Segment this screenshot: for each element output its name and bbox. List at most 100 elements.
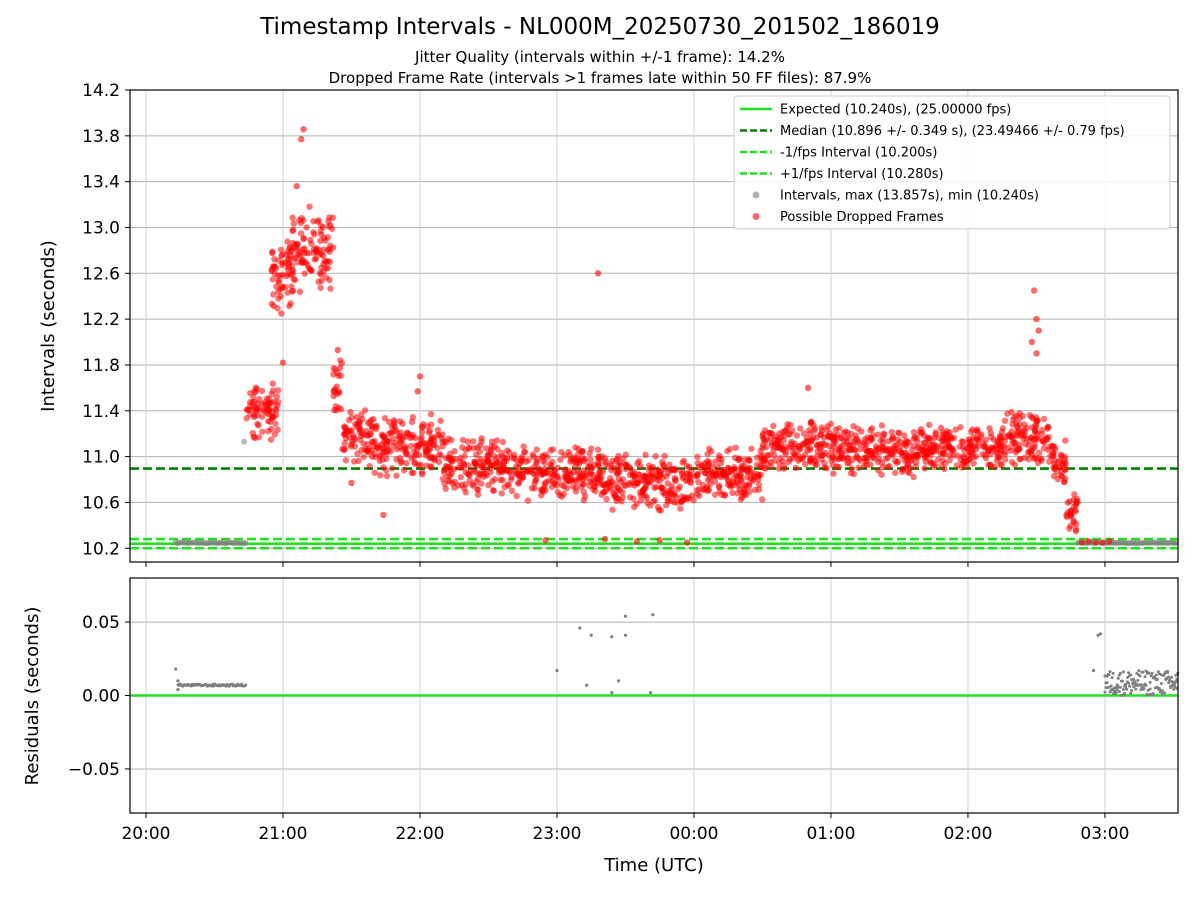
dropped-frame-point bbox=[875, 449, 883, 457]
residual-point bbox=[1123, 682, 1127, 686]
dropped-frame-point bbox=[346, 434, 353, 441]
dropped-frame-point bbox=[1035, 455, 1042, 462]
dropped-frame-point bbox=[330, 388, 337, 395]
x-tick-label: 00:00 bbox=[669, 824, 718, 844]
dropped-frame-point bbox=[435, 458, 443, 466]
residual-point bbox=[1173, 685, 1177, 689]
dropped-frame-point bbox=[275, 277, 283, 284]
dropped-frame-point bbox=[829, 453, 836, 460]
dropped-frame-point bbox=[704, 458, 711, 465]
residual-point bbox=[1143, 675, 1147, 679]
dropped-frame-point bbox=[912, 463, 919, 470]
dropped-frame-point bbox=[952, 426, 959, 433]
dropped-frame-point bbox=[289, 267, 296, 274]
y-tick-label: 13.0 bbox=[82, 218, 120, 238]
dropped-frame-point bbox=[340, 431, 348, 438]
dropped-frame-point bbox=[279, 251, 286, 258]
dropped-frame-point bbox=[1025, 442, 1032, 449]
dropped-frame-point bbox=[762, 443, 770, 451]
dropped-frame-point bbox=[1050, 449, 1057, 457]
dropped-frame-point bbox=[652, 452, 659, 460]
dropped-frame-point bbox=[580, 467, 587, 474]
dropped-frame-point bbox=[730, 466, 737, 473]
y-tick-label: 11.0 bbox=[82, 448, 120, 468]
dropped-frame-point bbox=[661, 452, 668, 460]
dropped-frame-point bbox=[704, 450, 711, 458]
dropped-frame-point bbox=[676, 483, 683, 490]
dropped-frame-point bbox=[634, 460, 641, 467]
dropped-frame-point bbox=[291, 276, 299, 284]
dropped-frame-point bbox=[353, 414, 360, 421]
residual-point bbox=[1116, 676, 1120, 680]
dropped-frame-point bbox=[259, 428, 266, 435]
dropped-frame-point bbox=[686, 478, 694, 485]
x-tick-label: 03:00 bbox=[1080, 824, 1129, 844]
dropped-frame-point bbox=[581, 493, 589, 500]
dropped-frame-point bbox=[477, 455, 484, 463]
dropped-frame-point bbox=[881, 431, 888, 438]
dropped-frame-point bbox=[606, 475, 614, 482]
dropped-frame-point bbox=[1011, 461, 1019, 469]
dropped-frame-point bbox=[571, 463, 579, 471]
dropped-frame-point bbox=[560, 483, 567, 490]
x-tick-label: 02:00 bbox=[943, 824, 992, 844]
dropped-frame-point bbox=[695, 478, 702, 486]
dropped-frame-point bbox=[1070, 519, 1078, 526]
dropped-frame-point bbox=[895, 429, 902, 436]
dropped-frame-point bbox=[326, 214, 333, 221]
residual-point bbox=[1134, 687, 1138, 691]
dropped-frame-point bbox=[1062, 464, 1069, 472]
dropped-frame-point bbox=[477, 442, 484, 449]
dropped-frame-point bbox=[694, 453, 701, 461]
dropped-frame-point bbox=[671, 491, 678, 499]
dropped-frame-point bbox=[811, 427, 818, 434]
residual-point bbox=[1150, 671, 1154, 675]
dropped-frame-point bbox=[478, 435, 485, 442]
dropped-frame-point bbox=[925, 421, 933, 429]
dropped-frame-point bbox=[451, 478, 459, 486]
dropped-frame-point bbox=[259, 400, 266, 407]
dropped-frame-point bbox=[356, 428, 363, 436]
dropped-frame-point bbox=[445, 455, 453, 463]
residual-point bbox=[1118, 671, 1122, 675]
dropped-frame-point bbox=[1019, 412, 1026, 420]
top-panel-x-ticks bbox=[145, 562, 1106, 567]
dropped-frame-point bbox=[326, 276, 333, 284]
dropped-frame-point bbox=[385, 418, 393, 426]
dropped-frame-point bbox=[411, 448, 418, 455]
dropped-frame-point bbox=[545, 477, 553, 484]
dropped-frame-point bbox=[496, 467, 504, 474]
dropped-frame-point bbox=[533, 446, 540, 453]
dropped-frame-point bbox=[533, 469, 540, 476]
dropped-frame-point bbox=[348, 427, 355, 434]
dropped-frame-point bbox=[393, 472, 400, 479]
x-tick-label: 21:00 bbox=[258, 824, 307, 844]
dropped-frame-point bbox=[630, 480, 638, 487]
dropped-frame-point bbox=[269, 380, 277, 387]
legend-label: Median (10.896 +/- 0.349 s), (23.49466 +… bbox=[780, 124, 1125, 139]
dropped-frame-point bbox=[1004, 432, 1012, 439]
dropped-frame-point bbox=[745, 480, 753, 487]
dropped-frame-point bbox=[792, 464, 800, 472]
dropped-frame-point bbox=[808, 437, 815, 445]
dropped-frame-point bbox=[271, 431, 278, 438]
dropped-frame-point bbox=[891, 442, 899, 449]
dropped-frame-point bbox=[868, 425, 876, 432]
dropped-frame-point bbox=[519, 455, 526, 463]
dropped-frame-point bbox=[1016, 455, 1024, 463]
dropped-frame-point bbox=[771, 452, 778, 459]
dropped-frame-point bbox=[418, 468, 426, 476]
dropped-frame-point bbox=[327, 222, 334, 229]
dropped-frame-point bbox=[491, 475, 498, 483]
dropped-frame-point bbox=[611, 481, 619, 488]
dropped-frame-point bbox=[317, 222, 325, 229]
residual-point bbox=[176, 688, 180, 692]
dropped-frame-point bbox=[466, 472, 473, 479]
y-tick-label: 0.05 bbox=[82, 613, 120, 633]
dropped-frame-point bbox=[407, 442, 415, 450]
dropped-frame-point bbox=[906, 469, 913, 477]
dropped-frame-point bbox=[457, 473, 465, 481]
dropped-frame-point bbox=[619, 489, 626, 496]
dropped-frame-point bbox=[777, 433, 785, 441]
residual-point bbox=[1141, 670, 1145, 674]
